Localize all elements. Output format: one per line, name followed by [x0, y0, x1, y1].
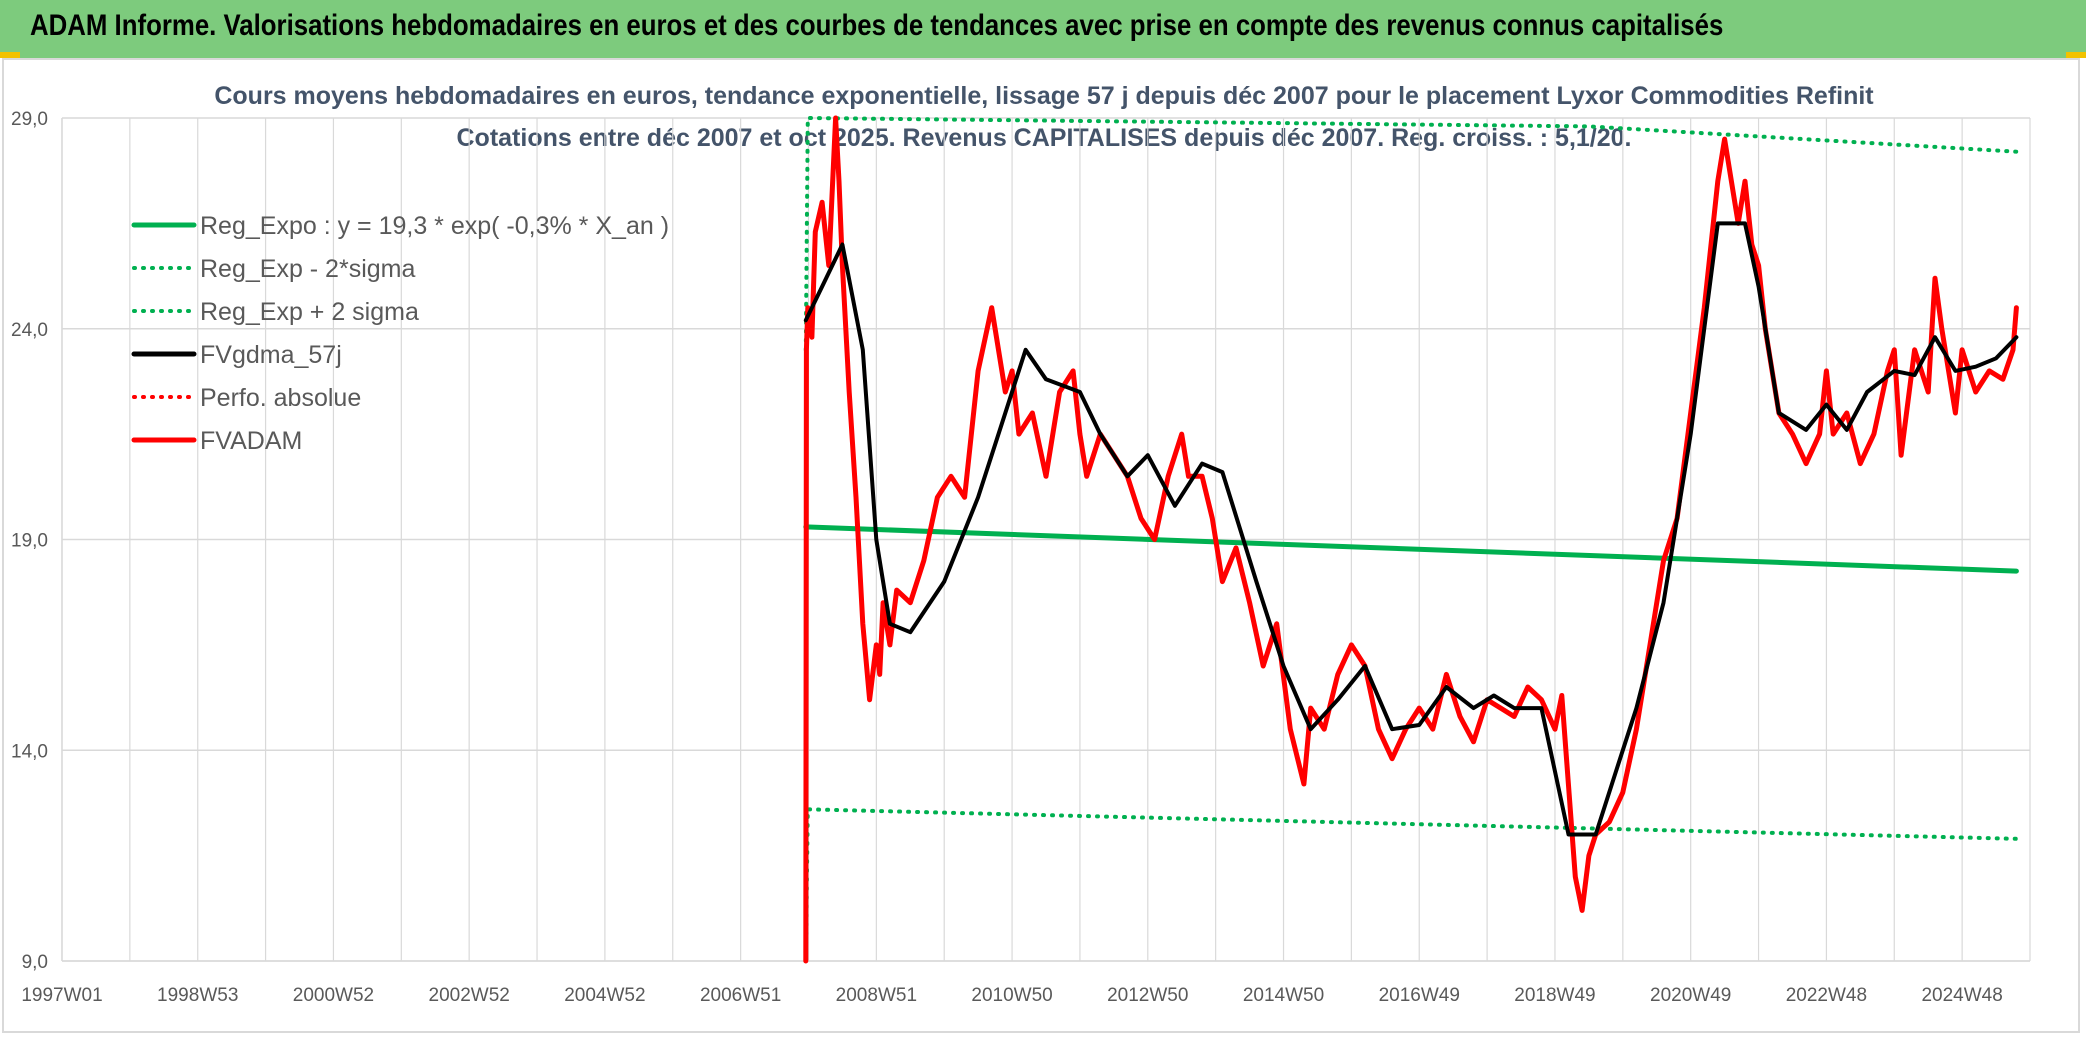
gridlines	[61, 117, 2031, 962]
legend-label-perfo-absolue: Perfo. absolue	[200, 384, 361, 412]
chart-title-line2: Cotations entre déc 2007 et oct 2025. Re…	[457, 124, 1632, 152]
series-line-reg-exp-2-sigma	[803, 807, 2019, 963]
series	[803, 115, 2019, 964]
x-tick-label: 1998W53	[157, 985, 238, 1006]
legend-label-reg-exp-2-sigma: Reg_Exp + 2 sigma	[200, 298, 419, 326]
x-tick-label: 2010W50	[971, 985, 1052, 1006]
chart-frame: Cours moyens hebdomadaires en euros, ten…	[2, 58, 2080, 1033]
x-tick-label: 1997W01	[21, 985, 102, 1006]
x-tick-label: 2020W49	[1650, 985, 1731, 1006]
y-tick-label: 14,0	[11, 741, 48, 762]
x-tick-label: 2008W51	[836, 985, 917, 1006]
legend: Reg_Expo : y = 19,3 * exp( -0,3% * X_an …	[131, 212, 669, 455]
axes: 29,0 24,0 19,0 14,0 9,0 1997W01 1998W53 2000W52…	[11, 109, 2030, 1006]
title-banner: ADAM Informe. Valorisations hebdomadaire…	[0, 0, 2086, 58]
x-tick-label: 2022W48	[1786, 985, 1867, 1006]
x-tick-label: 2002W52	[429, 985, 510, 1006]
y-tick-label: 9,0	[22, 952, 48, 973]
series-line-fvgdma-57j	[803, 221, 2019, 837]
y-tick-label: 24,0	[11, 320, 48, 341]
x-tick-label: 2012W50	[1107, 985, 1188, 1006]
legend-label-reg-exp-2-sigma: Reg_Exp - 2*sigma	[200, 255, 415, 283]
x-tick-label: 2014W50	[1243, 985, 1324, 1006]
banner-title: ADAM Informe. Valorisations hebdomadaire…	[30, 9, 1724, 42]
chart-svg: Cours moyens hebdomadaires en euros, ten…	[11, 82, 2031, 1006]
legend-label-reg-expo-y-19-3-exp-0-3-x-an: Reg_Expo : y = 19,3 * exp( -0,3% * X_an …	[200, 212, 669, 240]
legend-label-fvadam: FVADAM	[200, 427, 302, 455]
series-line-fvadam	[803, 115, 2019, 964]
series-line-reg-exp-2-sigma	[803, 116, 2019, 352]
x-tick-label: 2004W52	[564, 985, 645, 1006]
corner-accent-left	[0, 52, 20, 58]
y-tick-label: 19,0	[11, 531, 48, 552]
x-tick-label: 2024W48	[1921, 985, 2002, 1006]
x-tick-label: 2016W49	[1379, 985, 1460, 1006]
series-line-reg-expo-y-19-3-exp-0-3-x-an	[803, 524, 2019, 574]
x-tick-label: 2006W51	[700, 985, 781, 1006]
chart-title-line1: Cours moyens hebdomadaires en euros, ten…	[214, 82, 1874, 110]
x-tick-label: 2018W49	[1514, 985, 1595, 1006]
y-tick-label: 29,0	[11, 109, 48, 130]
x-tick-label: 2000W52	[293, 985, 374, 1006]
corner-accent-right	[2066, 52, 2086, 58]
legend-label-fvgdma-57j: FVgdma_57j	[200, 341, 342, 369]
